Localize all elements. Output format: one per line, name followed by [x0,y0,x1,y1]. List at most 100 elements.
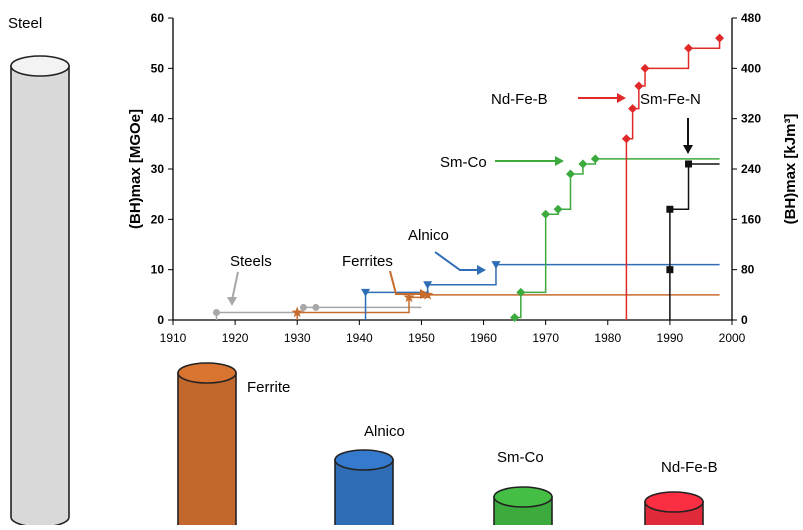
x-tick-label: 1960 [470,331,497,345]
y-right-tick-label: 480 [741,11,761,25]
data-point-sm-co-0 [510,312,520,322]
data-point-sm-co-3 [553,204,563,214]
annotation-sm-fe-n: Sm-Fe-N [640,91,701,154]
data-point-sm-co-2 [541,209,551,219]
annotation-label-sm-co: Sm-Co [440,154,487,171]
cylinder-label-steel: Steel [8,15,42,32]
magnet-size-cylinders: Steel Ferrite Alnico Sm-Co Nd-Fe-B [8,15,718,530]
data-point-alnico-1 [423,281,433,290]
annotation-arrow-ferrites [389,270,423,295]
data-point-steels-1 [299,303,307,311]
annotation-sm-co: Sm-Co [440,154,564,171]
cylinder-sm-co: Sm-Co [493,449,553,530]
annotation-label-steels: Steels [230,253,272,270]
data-point-steels-0 [212,308,220,316]
x-tick-label: 1980 [594,331,621,345]
annotation-arrow-alnico [434,251,480,271]
y-tick-label: 40 [151,112,165,126]
cylinder-steel: Steel [8,15,70,528]
data-point-ferrites-0 [291,306,303,318]
data-point-nd-fe-b-5 [715,33,725,43]
y-right-tick-label: 160 [741,212,761,226]
cylinder-top-steel [10,55,70,77]
data-point-alnico-2 [491,261,501,270]
series-line-steels [215,306,422,320]
cylinder-top-ferrite [177,362,237,384]
data-point-sm-fe-n-0 [666,266,674,274]
x-tick-label: 1990 [657,331,684,345]
x-tick-label: 1970 [532,331,559,345]
series-sm-fe-n [666,160,720,320]
cylinder-top-nd-fe-b [644,491,704,513]
data-point-sm-co-1 [516,287,526,297]
data-point-sm-co-4 [566,169,576,179]
y-tick-label: 10 [151,263,165,277]
x-tick-label: 2000 [719,331,746,345]
annotation-arrow-steels [231,271,239,301]
annotation-arrowhead-sm-fe-n [683,145,693,154]
data-point-nd-fe-b-3 [640,63,650,73]
x-tick-label: 1920 [222,331,249,345]
series-ferrites [291,288,720,320]
annotation-alnico: Alnico [408,227,486,275]
y-tick-label: 50 [151,61,165,75]
y-tick-label: 0 [157,313,164,327]
y-tick-label: 30 [151,162,165,176]
data-point-nd-fe-b-4 [684,43,694,53]
data-point-nd-fe-b-1 [628,104,638,114]
cylinder-ferrite: Ferrite [177,362,290,530]
data-point-sm-fe-n-1 [666,205,674,213]
y-tick-label: 60 [151,11,165,25]
cylinder-alnico: Alnico [334,423,405,530]
cylinder-nd-fe-b: Nd-Fe-B [644,459,718,530]
annotation-arrowhead-sm-co [555,156,564,166]
annotation-arrowhead-nd-fe-b [617,93,626,103]
cylinder-top-alnico [334,449,394,471]
y-right-tick-label: 320 [741,112,761,126]
y-right-tick-label: 400 [741,61,761,75]
cylinder-top-sm-co [493,486,553,508]
data-point-ferrites-1 [403,291,415,303]
series-nd-fe-b [621,33,725,320]
annotation-label-ferrites: Ferrites [342,253,393,270]
data-point-nd-fe-b-2 [634,81,644,91]
y-axis-right-label: (BH)max [kJm³] [782,114,799,225]
data-point-alnico-0 [361,288,371,297]
data-point-sm-fe-n-2 [685,160,693,168]
y-axis-label: (BH)max [MGOe] [127,109,144,229]
y-right-tick-label: 240 [741,162,761,176]
x-tick-label: 1910 [160,331,187,345]
annotation-nd-fe-b: Nd-Fe-B [491,91,626,108]
annotation-ferrites: Ferrites [342,253,429,299]
cylinder-body-steel [10,65,70,528]
series-line-sm-fe-n [669,163,720,320]
y-tick-label: 20 [151,212,165,226]
x-tick-label: 1930 [284,331,311,345]
cylinder-label-ferrite: Ferrite [247,379,290,396]
cylinder-label-sm-co: Sm-Co [497,449,544,466]
series-sm-co [510,154,720,322]
data-point-sm-co-5 [578,159,588,169]
series-alnico [361,261,720,320]
annotation-label-nd-fe-b: Nd-Fe-B [491,91,548,108]
annotation-arrowhead-ferrites [420,289,429,299]
annotation-arrowhead-alnico [477,265,486,275]
annotation-label-sm-fe-n: Sm-Fe-N [640,91,701,108]
annotation-label-alnico: Alnico [408,227,449,244]
annotation-steels: Steels [227,253,272,306]
series-line-nd-fe-b [625,38,721,320]
y-right-tick-label: 80 [741,263,755,277]
y-right-tick-label: 0 [741,313,748,327]
cylinder-label-nd-fe-b: Nd-Fe-B [661,459,718,476]
x-tick-label: 1950 [408,331,435,345]
series-steels [212,303,422,320]
annotation-arrowhead-steels [227,297,237,306]
data-point-sm-co-6 [590,154,600,164]
x-tick-label: 1940 [346,331,373,345]
data-point-steels-2 [312,303,320,311]
cylinder-body-ferrite [177,372,237,530]
data-point-nd-fe-b-0 [621,134,631,144]
cylinder-label-alnico: Alnico [364,423,405,440]
plot-area: 1910 1920 1930 1940 1950 1960 1970 1980 1990 2000… [127,11,799,345]
